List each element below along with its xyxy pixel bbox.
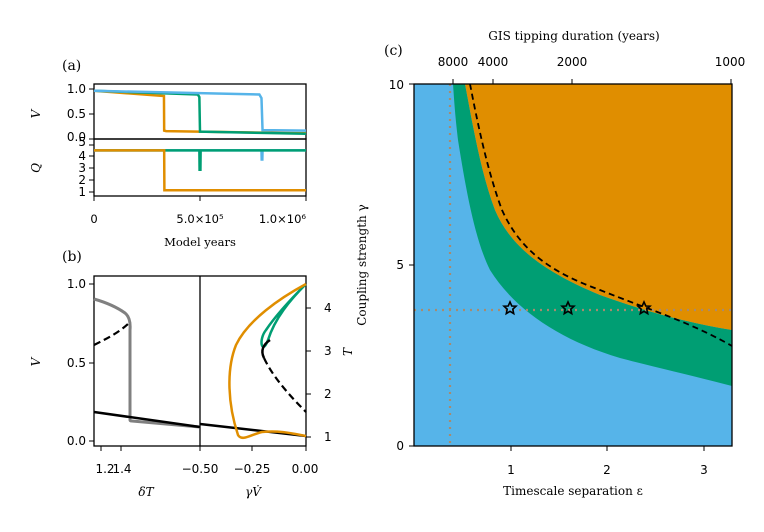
a-bottom-traces xyxy=(94,149,306,192)
a-bottom-ylabel: Q xyxy=(29,163,43,173)
c-top-ticks: 8000 4000 2000 1000 xyxy=(438,55,746,84)
b-right-yticks: 4 3 2 1 xyxy=(306,301,332,444)
a-top-ytick-1: 1.0 xyxy=(67,82,86,96)
a-top-ylabel: V xyxy=(29,108,43,118)
a-top-ytick-0: 0.0 xyxy=(67,130,86,144)
c-region-full-tipping xyxy=(465,84,732,330)
a-xticks: 0 5.0×10⁵ 1.0×10⁶ xyxy=(90,196,307,226)
b-right-ylabel: T xyxy=(341,347,355,356)
c-star-marker-2 xyxy=(560,300,576,316)
b-ylabel: V xyxy=(29,356,43,366)
b-right-black-trajectory xyxy=(261,338,271,359)
a-top-series-green xyxy=(93,89,307,136)
b-xlabel-left: δT xyxy=(138,485,154,499)
b-left-grey-trajectory xyxy=(93,297,201,429)
panel-a-label: (a) xyxy=(62,58,81,74)
c-xtick-1: 1 xyxy=(507,463,515,477)
a-xtick-5e5: 5.0×10⁵ xyxy=(176,212,224,226)
a-bottom-ytick-3: 3 xyxy=(78,161,86,175)
c-xlabel: Timescale separation ε xyxy=(503,484,643,498)
a-bottom-series-orange xyxy=(94,149,306,192)
b-ytick-1: 1.0 xyxy=(67,277,86,291)
a-bottom-ytick-2: 2 xyxy=(78,173,86,187)
a-xlabel: Model years xyxy=(164,235,236,249)
b-xticks: 1.2 1.4 −0.50 −0.25 0.00 xyxy=(95,446,318,476)
b-right-ytick-3: 3 xyxy=(324,344,332,358)
a-bottom-yticks: 5 4 3 2 1 xyxy=(78,135,94,199)
b-right-unstable-branch xyxy=(263,357,307,413)
b-xtick-m050: −0.50 xyxy=(182,462,219,476)
c-yticks: 10 5 0 xyxy=(389,78,414,453)
c-xtick-2: 2 xyxy=(603,463,611,477)
c-markers xyxy=(502,300,652,316)
b-ytick-0: 0.0 xyxy=(67,434,86,448)
b-right-green-trajectory xyxy=(260,283,307,348)
c-ytick-10: 10 xyxy=(389,78,404,92)
c-star-marker-1 xyxy=(502,300,518,316)
a-xtick-0: 0 xyxy=(90,212,97,226)
b-right-ytick-2: 2 xyxy=(324,387,332,401)
a-top-series-blue xyxy=(93,89,307,132)
panel-c: (c) GIS tipping duration (years) 8000 40… xyxy=(355,29,745,498)
b-right-orange-trajectory xyxy=(228,282,307,440)
b-xtick-000: 0.00 xyxy=(292,462,319,476)
a-bottom-ytick-4: 4 xyxy=(78,149,86,163)
c-ytick-0: 0 xyxy=(396,439,404,453)
c-xticks: 1 2 3 xyxy=(507,446,708,477)
panel-b: (b) 1.0 0.5 0.0 V 4 3 2 1 T xyxy=(29,249,355,499)
c-top-tick-1000: 1000 xyxy=(715,55,746,69)
a-bottom-ytick-5: 5 xyxy=(78,135,86,149)
c-region-transient xyxy=(453,84,732,386)
c-top-tick-8000: 8000 xyxy=(438,55,469,69)
b-ytick-05: 0.5 xyxy=(67,356,86,370)
b-left-stable-branch xyxy=(93,410,201,429)
panel-b-label: (b) xyxy=(62,249,82,265)
panel-c-label: (c) xyxy=(384,43,403,59)
c-top-tick-4000: 4000 xyxy=(478,55,509,69)
c-xtick-3: 3 xyxy=(700,463,708,477)
c-ytick-5: 5 xyxy=(396,258,404,272)
a-xtick-1e6: 1.0×10⁶ xyxy=(259,212,307,226)
c-top-title: GIS tipping duration (years) xyxy=(488,29,659,43)
b-xtick-m025: −0.25 xyxy=(234,462,271,476)
a-bottom-series-green xyxy=(94,149,306,172)
b-xlabel-right: γV̇ xyxy=(245,484,262,499)
c-top-tick-2000: 2000 xyxy=(557,55,588,69)
a-top-yticks: 1.0 0.5 0.0 xyxy=(67,82,94,144)
b-xtick-14: 1.4 xyxy=(112,462,131,476)
b-xtick-12: 1.2 xyxy=(95,462,114,476)
b-left-yticks: 1.0 0.5 0.0 xyxy=(67,277,94,448)
b-right-ytick-4: 4 xyxy=(324,301,332,315)
b-left-unstable-branch xyxy=(93,321,131,346)
a-top-ytick-05: 0.5 xyxy=(67,107,86,121)
b-right-ytick-1: 1 xyxy=(324,430,332,444)
c-star-marker-3 xyxy=(636,300,652,316)
a-bottom-ytick-1: 1 xyxy=(78,185,86,199)
a-top-traces xyxy=(93,89,307,136)
c-threshold-dashed xyxy=(469,84,732,347)
panel-a: (a) 1.0 0.5 0.0 V 5 4 3 2 1 Q xyxy=(29,58,307,249)
c-ylabel: Coupling strength γ xyxy=(355,204,369,325)
